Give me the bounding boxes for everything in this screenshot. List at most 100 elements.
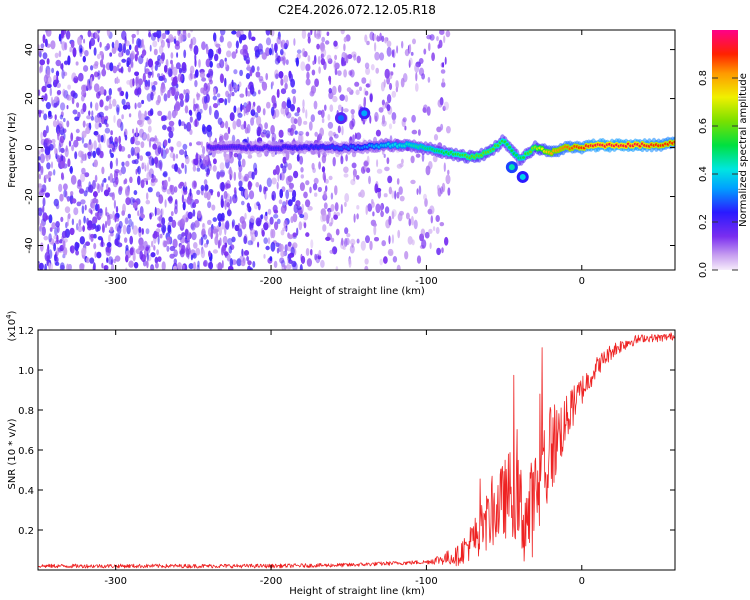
- spectrogram-cell: [163, 179, 168, 189]
- spectrogram-cell: [176, 140, 182, 148]
- spectrogram-cell: [187, 121, 191, 132]
- spectrogram-cell: [167, 30, 170, 35]
- spectrogram-cell: [260, 214, 264, 220]
- spectrogram-cell: [139, 250, 143, 260]
- spectrogram-cell: [439, 97, 444, 106]
- spectrogram-cell: [64, 206, 71, 214]
- spectrogram-cell: [244, 212, 247, 220]
- spectrogram-cell: [286, 264, 292, 270]
- spectrogram-cell: [161, 115, 167, 122]
- spectrogram-cell: [92, 198, 97, 204]
- spectrogram-cell: [319, 127, 325, 137]
- spectrogram-cell: [416, 188, 419, 196]
- spectrogram-x-ticks: -300 -200 -100 0: [104, 30, 585, 287]
- spectrogram-cell: [80, 199, 86, 205]
- spectrogram-cell: [396, 264, 401, 270]
- spectrogram-cell: [161, 217, 166, 226]
- spectrogram-cell: [305, 232, 310, 237]
- spectrogram-cell: [122, 104, 128, 110]
- spectrogram-cell: [55, 221, 60, 228]
- spectrogram-cell: [194, 199, 199, 204]
- spectrogram-cell: [369, 93, 373, 103]
- spectrogram-cell: [90, 116, 94, 121]
- spectrogram-cell: [231, 219, 236, 227]
- spectrogram-cell: [51, 222, 56, 230]
- spectrogram-cell: [307, 55, 311, 62]
- spectrogram-cell: [288, 187, 294, 193]
- spectrogram-cell: [299, 155, 304, 165]
- spectrogram-cell: [300, 167, 304, 173]
- spectrogram-cell: [141, 162, 147, 168]
- spectrogram-cell: [386, 94, 392, 104]
- spectrogram-cell: [98, 111, 104, 118]
- spectrogram-cell: [184, 150, 188, 159]
- spectrogram-cell: [147, 125, 152, 133]
- spectrogram-cell: [322, 171, 326, 181]
- spectrogram-cell: [109, 160, 113, 170]
- spectrogram-cell: [353, 213, 356, 223]
- spectrogram-cell: [251, 171, 255, 180]
- spectrogram-cell: [426, 34, 432, 40]
- spectrogram-cell: [388, 235, 391, 245]
- spectrogram-cell: [341, 237, 344, 246]
- spectrogram-cell: [323, 190, 327, 199]
- spectrogram-cell: [261, 52, 267, 60]
- spectrogram-cell: [116, 171, 119, 176]
- spectrogram-cell: [150, 252, 156, 258]
- spectrogram-cell: [442, 105, 446, 111]
- spectrogram-cell: [64, 60, 69, 65]
- spectrogram-cell: [61, 154, 64, 162]
- spectrogram-cell: [331, 237, 335, 243]
- spectrogram-cell: [99, 51, 104, 56]
- spectrogram-cell: [299, 182, 305, 192]
- spectrogram-cell: [97, 116, 102, 124]
- spectrogram-cell: [380, 81, 385, 92]
- spectrogram-cell: [310, 114, 315, 123]
- spectrogram-cell: [410, 179, 416, 185]
- spectrogram-cell: [53, 143, 56, 149]
- spectrogram-cell: [264, 122, 268, 130]
- spectrogram-cell: [444, 56, 447, 65]
- spectrogram-cell: [221, 244, 226, 254]
- spectrogram-cell: [152, 143, 158, 150]
- spectrogram-cell: [121, 58, 127, 63]
- spectrogram-cell: [40, 230, 45, 236]
- spectrogram-cell: [343, 61, 347, 66]
- spectrogram-cell: [38, 156, 41, 161]
- spectrogram-cell: [170, 211, 174, 217]
- spectrogram-cell: [152, 233, 158, 239]
- spectrogram-cell: [318, 66, 321, 74]
- spectrogram-cell: [281, 263, 285, 270]
- spectrogram-cell: [246, 91, 251, 97]
- spectrogram-cell: [134, 159, 139, 165]
- spectrogram-cell: [380, 210, 384, 218]
- spectrogram-cell: [334, 68, 338, 76]
- spectrogram-cell: [247, 265, 252, 270]
- spectrogram-cell: [137, 175, 141, 186]
- spectrogram-cell: [222, 235, 228, 245]
- spectrogram-cell: [312, 183, 318, 191]
- spectrogram-cell: [46, 84, 52, 88]
- spectrogram-cell: [262, 129, 267, 135]
- spectrogram-cell: [158, 194, 164, 204]
- spectrogram-cell: [234, 224, 240, 232]
- spectrogram-cell: [413, 206, 419, 214]
- spectrogram-cell: [330, 192, 334, 200]
- spectrogram-cell: [183, 123, 187, 130]
- spectrogram-cell: [308, 121, 313, 131]
- spectrogram-cell: [332, 156, 336, 167]
- spectrogram-cell: [93, 140, 97, 150]
- spectrogram-cell: [431, 52, 435, 61]
- spectrogram-cell: [324, 178, 329, 184]
- spectrogram-cell: [60, 216, 64, 222]
- spectrogram-cell: [280, 88, 287, 95]
- spectrogram-cell: [414, 63, 420, 73]
- spectrogram-cell: [282, 227, 287, 232]
- spectrogram-cell: [50, 96, 54, 106]
- spectrogram-cell: [258, 184, 262, 193]
- spectrogram-cell: [263, 222, 269, 231]
- spectrogram-cell: [287, 234, 294, 240]
- spectrogram-cell: [328, 175, 333, 181]
- spectrogram-cell: [192, 252, 197, 259]
- spectrogram-cell: [166, 236, 171, 245]
